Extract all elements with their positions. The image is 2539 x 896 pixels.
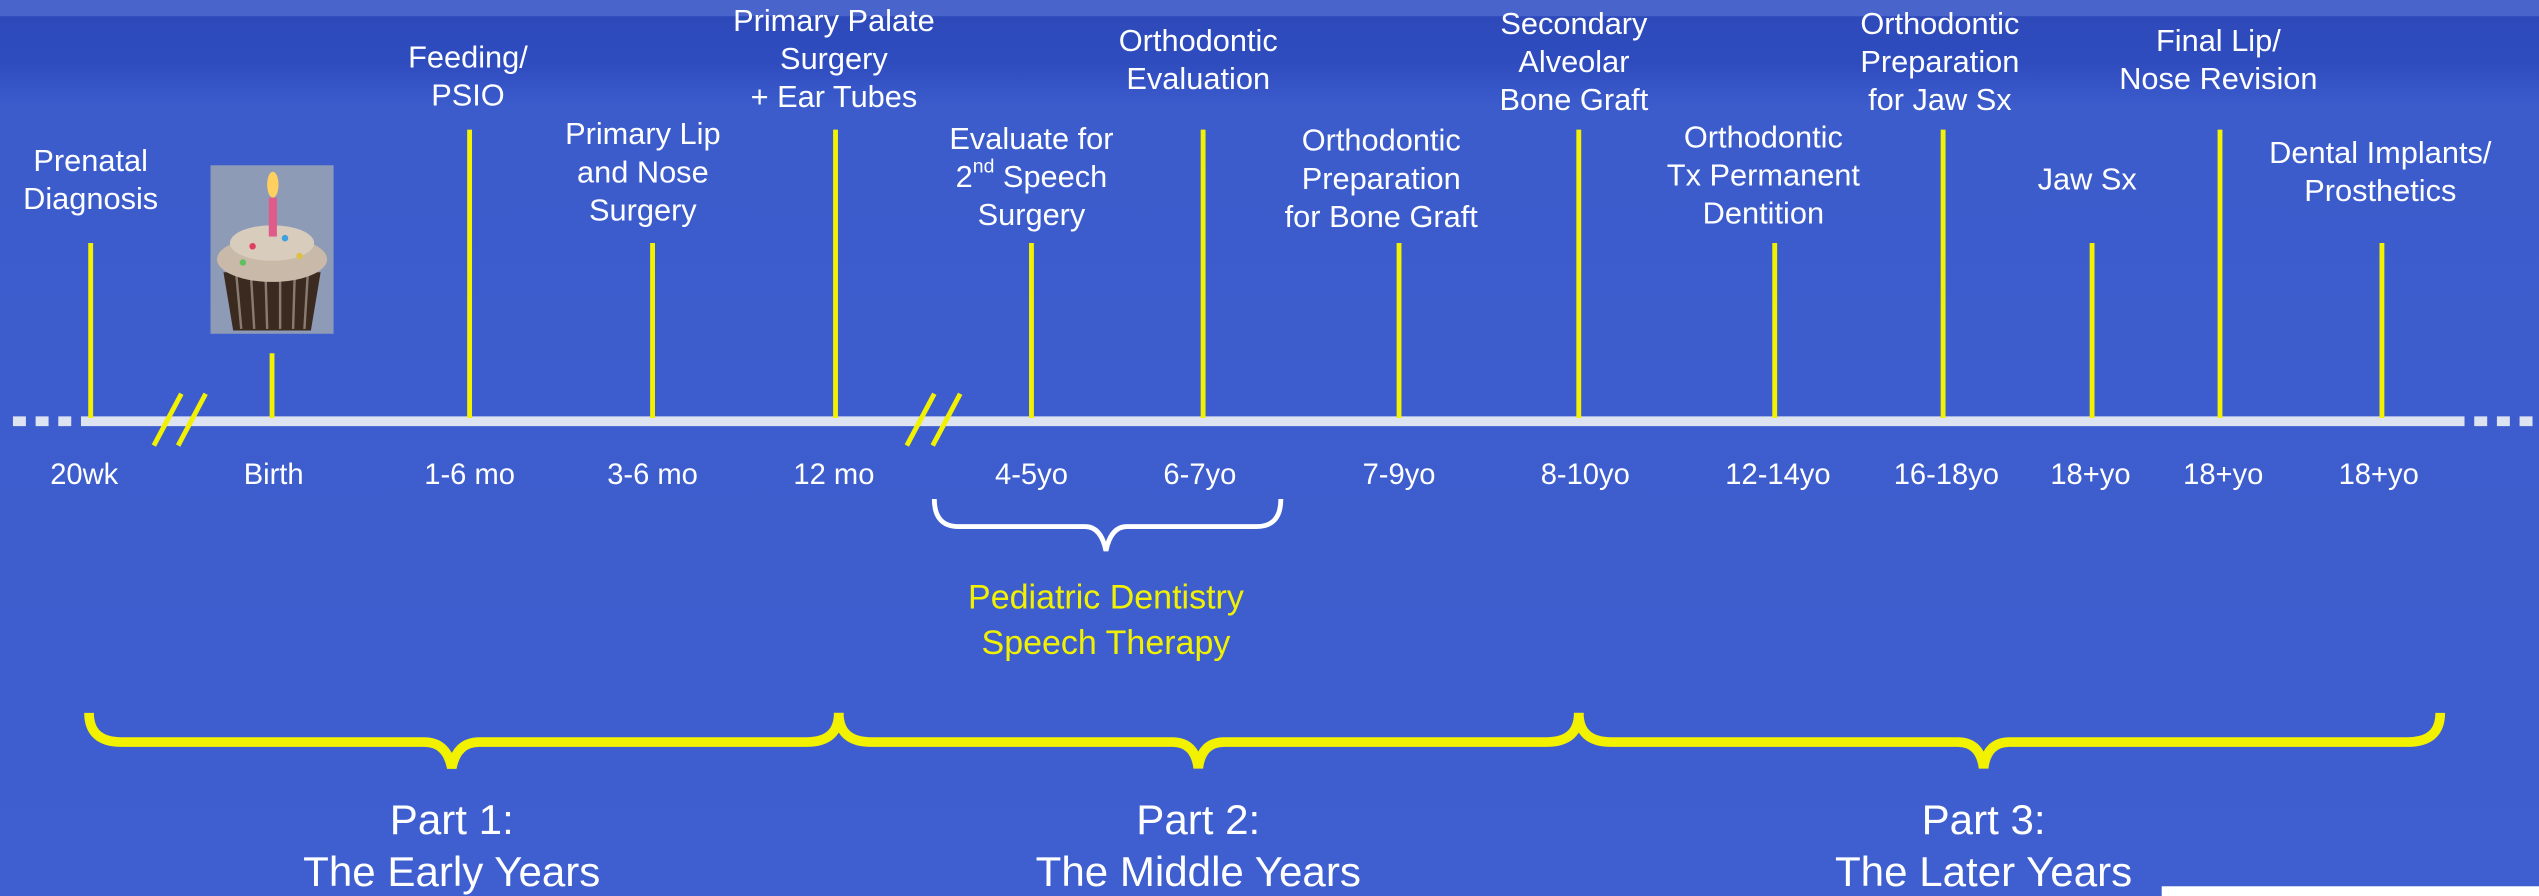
event-label: for Jaw Sx <box>1868 82 2012 117</box>
age-label: 18+yo <box>2339 459 2419 491</box>
event-label: PSIO <box>431 77 505 112</box>
age-label: 20wk <box>50 459 118 491</box>
age-label: Birth <box>244 459 304 491</box>
event-label: Dentition <box>1703 196 1824 231</box>
event-label: Preparation <box>1860 44 2019 79</box>
top-band <box>0 0 2539 16</box>
event-label: Secondary <box>1500 6 1648 41</box>
age-label: 18+yo <box>2183 459 2263 491</box>
part-label: The Middle Years <box>1036 848 1361 895</box>
age-label: 3-6 mo <box>607 459 698 491</box>
event-label: Tx Permanent <box>1667 158 1861 193</box>
age-label: 1-6 mo <box>424 459 515 491</box>
event-label: Final Lip/ <box>2156 23 2281 58</box>
label-text: 2 <box>956 159 973 194</box>
event-label: Evaluation <box>1126 61 1270 96</box>
age-label: 7-9yo <box>1363 459 1436 491</box>
age-label: 12-14yo <box>1725 459 1830 491</box>
ongoing-care: Pediatric Dentistry <box>968 578 1244 616</box>
part-label: Part 2: <box>1136 796 1260 843</box>
event-label: and Nose <box>577 154 709 189</box>
ongoing-care: Speech Therapy <box>982 624 1231 662</box>
event-label: Primary Palate <box>733 3 935 38</box>
event-label: Orthodontic <box>1302 123 1461 158</box>
event-label: Evaluate for <box>949 121 1113 156</box>
event-label: Orthodontic <box>1119 23 1278 58</box>
event-label: Alveolar <box>1518 44 1629 79</box>
event-label: + Ear Tubes <box>751 79 918 114</box>
background <box>0 0 2539 896</box>
event-label: Surgery <box>978 197 1086 232</box>
event-label: Surgery <box>780 41 888 76</box>
event-label: Orthodontic <box>1860 6 2019 41</box>
event-label: Jaw Sx <box>2038 162 2138 197</box>
event-label: Primary Lip <box>565 116 721 151</box>
event-label: for Bone Graft <box>1285 199 1479 234</box>
corner-box <box>2162 886 2539 896</box>
event-label: Dental Implants/ <box>2269 135 2492 170</box>
superscript: nd <box>973 156 995 178</box>
age-label: 4-5yo <box>995 459 1068 491</box>
birthday-cupcake-image <box>211 165 334 334</box>
event-label: Orthodontic <box>1684 119 1843 154</box>
age-label: 18+yo <box>2050 459 2130 491</box>
age-label: 12 mo <box>793 459 874 491</box>
event-label: Diagnosis <box>23 181 158 216</box>
timeline-slide: PrenatalDiagnosis 20wk Birth Feeding/PSIO 1-… <box>0 0 2539 896</box>
age-label: 8-10yo <box>1541 459 1630 491</box>
event-label: Preparation <box>1302 161 1461 196</box>
part-label: Part 3: <box>1922 796 2046 843</box>
event-label: Prenatal <box>33 143 148 178</box>
label-text: Speech <box>994 159 1107 194</box>
age-label: 6-7yo <box>1163 459 1236 491</box>
age-label: 16-18yo <box>1894 459 1999 491</box>
event-label: Feeding/ <box>408 39 528 74</box>
part-label: The Later Years <box>1835 848 2132 895</box>
event-label: Surgery <box>589 192 697 227</box>
part-label: The Early Years <box>303 848 600 895</box>
event-label: Prosthetics <box>2304 173 2456 208</box>
part-label: Part 1: <box>390 796 514 843</box>
event-label: Bone Graft <box>1500 82 1649 117</box>
event-label: Nose Revision <box>2119 61 2317 96</box>
